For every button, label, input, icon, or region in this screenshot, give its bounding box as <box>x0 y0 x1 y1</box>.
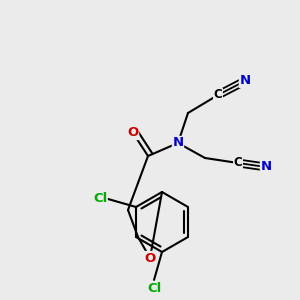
Text: N: N <box>172 136 184 149</box>
Text: C: C <box>214 88 222 101</box>
Text: Cl: Cl <box>93 193 107 206</box>
Text: N: N <box>260 160 272 173</box>
Text: N: N <box>239 74 250 88</box>
Text: C: C <box>234 157 242 169</box>
Text: Cl: Cl <box>147 281 161 295</box>
Text: O: O <box>144 251 156 265</box>
Text: O: O <box>128 127 139 140</box>
